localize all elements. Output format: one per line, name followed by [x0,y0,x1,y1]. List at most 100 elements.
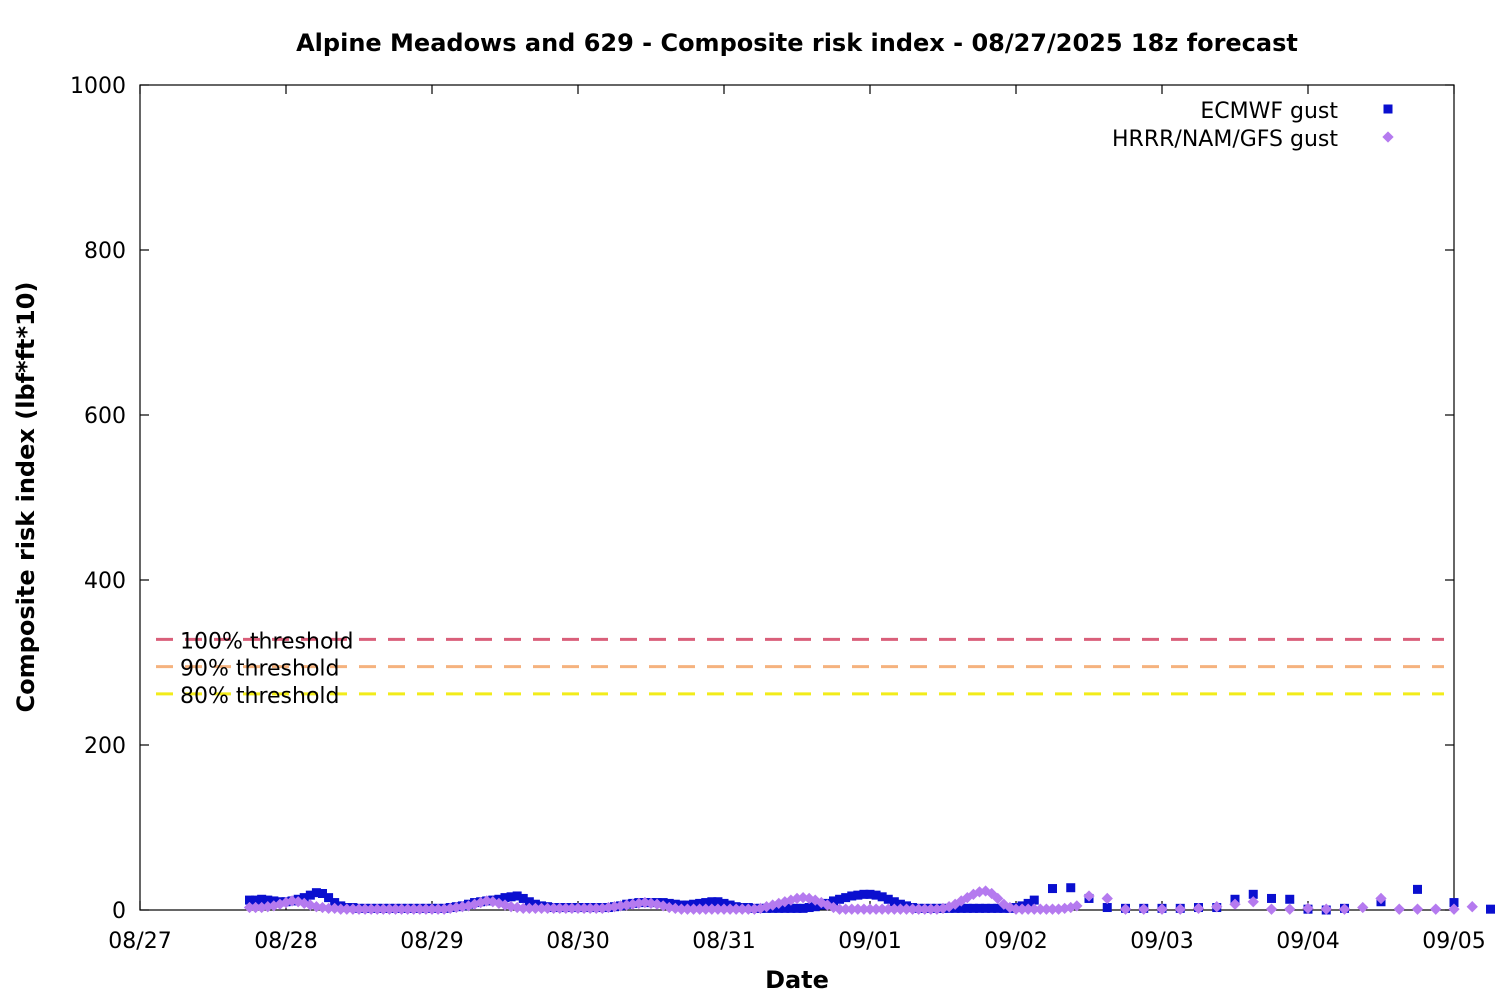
hrrr-point [1016,903,1028,915]
ecmwf-point [993,903,1003,913]
hrrr-point [1119,903,1132,915]
ecmwf-point [1023,898,1033,908]
ecmwf-point [324,893,334,903]
ecmwf-point [975,903,984,913]
hrrr-point [554,902,566,915]
chart-title: Alpine Meadows and 629 - Composite risk … [296,29,1298,57]
hrrr-point [1302,902,1314,915]
legend-marker-hrrr [1382,131,1394,143]
ecmwf-point [792,903,802,913]
ecmwf-point [865,889,875,899]
hrrr-point [341,903,353,915]
ecmwf-point [1267,893,1276,903]
hrrr-point [566,902,578,915]
hrrr-point [541,902,554,915]
ecmwf-point [251,895,261,905]
hrrr-point [1284,903,1296,915]
ecmwf-point [311,888,321,898]
hrrr-point [1138,903,1150,915]
hrrr-point [687,903,700,915]
ecmwf-point [512,891,522,901]
ecmwf-point [1449,898,1459,908]
hrrr-point [243,901,256,914]
hrrr-point [395,903,408,915]
hrrr-point [906,903,919,915]
hrrr-point [1192,902,1205,915]
hrrr-point [1034,903,1046,915]
legend: ECMWF gust HRRR/NAM/GFS gust [1112,99,1394,152]
hrrr-point [900,903,913,915]
ecmwf-point [713,897,723,907]
y-tick-label: 200 [84,734,126,759]
hrrr-point [371,903,383,915]
hrrr-point [1101,892,1113,905]
hrrr-point [1448,903,1460,915]
ecmwf-point [841,893,851,903]
hrrr-point [523,902,535,915]
hrrr-point [347,903,359,915]
hrrr-point [1174,903,1186,915]
hrrr-point [833,903,846,915]
series-layer [243,883,1495,915]
ecmwf-point [245,895,254,905]
hrrr-point [1338,903,1351,915]
ecmwf-point [1048,884,1057,894]
hrrr-point [840,903,852,915]
x-axis-label: Date [765,966,829,994]
y-tick-label: 400 [84,569,126,594]
hrrr-point [402,903,414,915]
hrrr-point [572,902,584,915]
ecmwf-point [883,894,893,904]
ecmwf-point [962,903,972,913]
threshold-label: 90% threshold [180,657,340,682]
ecmwf-point [786,903,796,913]
x-tick-label: 09/03 [1130,929,1193,954]
y-tick-label: 1000 [70,74,126,99]
hrrr-point [1156,903,1168,915]
threshold-label: 100% threshold [180,629,354,654]
x-tick-label: 08/31 [692,929,755,954]
hrrr-point [1466,901,1478,913]
ecmwf-point [829,896,838,906]
y-tick-label: 600 [84,404,126,429]
ecmwf-point [835,894,845,904]
ecmwf-point [330,898,340,908]
hrrr-point [1393,903,1405,915]
hrrr-point [712,903,724,915]
ecmwf-point [956,903,966,913]
hrrr-point [432,903,444,915]
hrrr-point [876,903,888,915]
x-tick-label: 08/29 [400,929,463,954]
hrrr-point [681,903,694,915]
hrrr-point [1375,892,1387,905]
ecmwf-point [1102,903,1112,913]
hrrr-point [846,903,858,915]
hrrr-point [1211,901,1223,913]
hrrr-point [377,903,389,915]
hrrr-point [1357,901,1369,914]
hrrr-point [718,903,730,915]
hrrr-point [1010,903,1022,915]
hrrr-point [852,903,864,915]
ecmwf-point [500,893,510,903]
ecmwf-point [871,890,881,900]
hrrr-point [706,903,718,915]
hrrr-point [590,902,602,915]
hrrr-point [1320,903,1332,915]
hrrr-point [858,903,870,915]
hrrr-point [535,902,548,915]
ecmwf-point [1486,904,1495,914]
hrrr-point [882,903,894,915]
hrrr-point [529,902,542,915]
ecmwf-point [853,890,863,900]
legend-marker-ecmwf [1383,104,1393,114]
ecmwf-point [305,890,315,900]
x-tick-label: 09/02 [984,929,1047,954]
hrrr-point [1028,903,1040,915]
hrrr-point [736,903,748,915]
ecmwf-point [780,903,790,913]
y-axis-label: Composite risk index (lbf*ft*10) [12,282,40,713]
hrrr-point [408,903,420,915]
